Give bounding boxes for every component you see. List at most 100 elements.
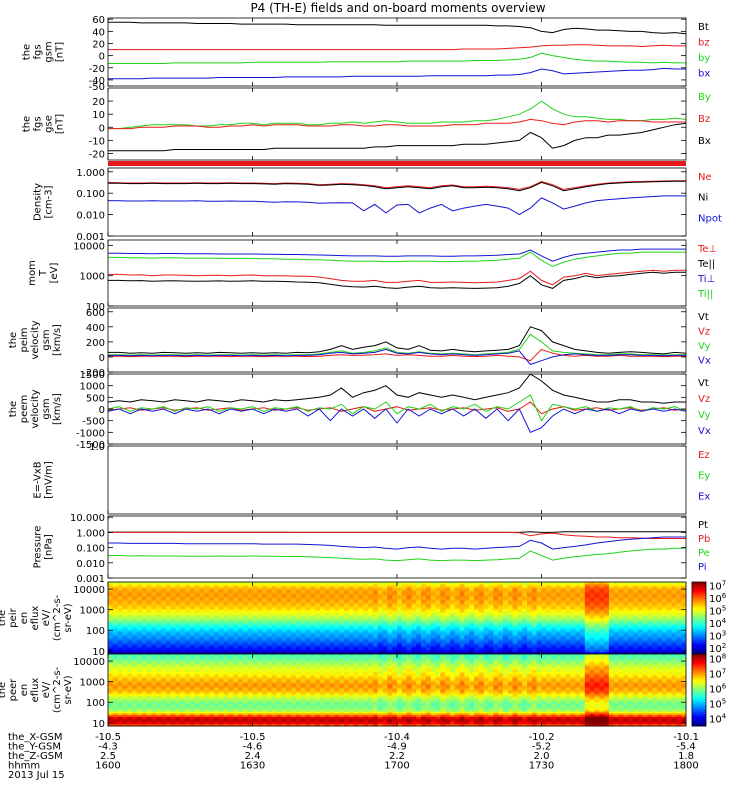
y-tick-label: 0 [99, 405, 105, 416]
xaxis-tick-value: 1730 [529, 761, 554, 772]
ylabel-peer_spec: thepeerenefluxeV/(cm^2-s-sr-eV) [0, 666, 74, 713]
legend-density-0: Ne [698, 172, 712, 183]
legend-fgs_gse-2: Bx [698, 136, 711, 147]
panel-frame [108, 308, 686, 372]
panel-frame [108, 240, 686, 306]
y-tick-label: 0 [99, 123, 105, 134]
panel-frame [108, 168, 686, 236]
y-tick-label: 1500 [80, 370, 105, 381]
cbar-tick-label: 108 [709, 653, 726, 666]
xaxis-tick-value: 1800 [673, 761, 698, 772]
y-tick-label: 20 [92, 40, 105, 51]
legend-density-2: Npot [698, 213, 722, 224]
series-pressure-Pb [108, 532, 686, 538]
y-tick-label: -10 [89, 136, 105, 147]
panel-peer_spec: thepeerenefluxeV/(cm^2-s-sr-eV) [0, 654, 706, 726]
y-tick-label: 1000 [80, 606, 105, 617]
series-pressure-Pe [108, 548, 686, 560]
legend-density-1: Ni [698, 193, 708, 204]
legend-pressure-0: Pt [698, 520, 708, 531]
y-tick-label: 0.010 [76, 559, 105, 570]
y-tick-label: 1.000 [76, 528, 105, 539]
y-tick-label: 1.0 [89, 442, 105, 453]
series-peem_velocity-Vx [108, 409, 686, 432]
y-tick-label: 0.010 [76, 211, 105, 222]
xaxis-tick-value: 1600 [95, 761, 120, 772]
y-tick-label: -20 [89, 64, 105, 75]
legend-fgs_gsm-0: Bt [698, 22, 709, 33]
series-peim_velocity-Vy [108, 334, 686, 355]
legend-pressure-2: Pe [698, 548, 710, 559]
y-tick-label: 10 [92, 110, 105, 121]
y-tick-label: 600 [86, 308, 105, 319]
ylabel-pressure: Pressure[nPa] [33, 526, 55, 569]
y-tick-label: 100 [86, 698, 105, 709]
legend-fgs_gse-1: Bz [698, 114, 710, 125]
ylabel-peir_spec: thepeirenefluxeV/(cm^2-s-sr-eV) [0, 594, 74, 641]
xaxis-tick-value: 1630 [240, 761, 265, 772]
quality-flag-bar [108, 161, 686, 166]
legend-peim_velocity-0: Vt [698, 312, 709, 323]
y-tick-label: -50 [89, 82, 105, 93]
y-tick-label: -1000 [76, 428, 105, 439]
cbar-tick-label: 104 [709, 617, 727, 630]
series-fgs_gsm-by [108, 53, 686, 63]
legend-fgs_gsm-3: bx [698, 69, 710, 80]
y-tick-label: 0 [99, 52, 105, 63]
ylabel-density: Density[cm-3] [33, 183, 55, 221]
y-tick-label: 10000 [73, 241, 105, 252]
y-tick-label: 400 [86, 323, 105, 334]
legend-efield-2: Ex [698, 491, 710, 502]
series-peim_velocity-Vt [108, 327, 686, 354]
panel-frame [108, 516, 686, 578]
panel-efield: E=-VxB[mV/m] [33, 446, 687, 514]
legend-peem_velocity-2: Vy [698, 410, 711, 421]
legend-peem_velocity-0: Vt [698, 378, 709, 389]
legend-fgs_gse-0: By [698, 92, 711, 103]
y-tick-label: 10 [92, 719, 105, 730]
cbar-tick-label: 105 [709, 605, 726, 618]
cbar-tick-label: 106 [709, 592, 727, 605]
legend-fgs_gsm-2: by [698, 53, 710, 64]
panel-peir_spec: thepeirenefluxeV/(cm^2-s-sr-eV) [0, 582, 706, 654]
plot-title: P4 (TH-E) fields and on-board moments ov… [250, 1, 545, 15]
y-tick-label: -500 [82, 417, 105, 428]
y-tick-label: 40 [92, 27, 105, 38]
y-tick-label: 1.000 [76, 168, 105, 179]
panel-peem_velocity: thepeemvelocitygsm[km/s] [8, 374, 686, 444]
panel-peim_velocity: thepeimvelocitygsm[km/s] [8, 308, 686, 372]
legend-pressure-3: Pi [698, 562, 707, 573]
series-peem_velocity-Vz [108, 402, 686, 414]
y-tick-label: -20 [89, 149, 105, 160]
cbar-tick-label: 106 [709, 683, 727, 696]
ylabel-peem_velocity: thepeemvelocitygsm[km/s] [8, 389, 63, 428]
series-fgs_gsm-bz [108, 45, 686, 50]
y-tick-label: 0.001 [76, 574, 105, 585]
y-tick-label: 0.100 [76, 544, 105, 555]
cbar-tick-label: 103 [709, 629, 726, 642]
y-tick-label: 1000 [80, 678, 105, 689]
y-tick-label: 0 [99, 353, 105, 364]
series-fgs_gsm-Bt [108, 22, 686, 34]
panel-temperature: momT[eV] [27, 240, 686, 306]
ylabel-peim_velocity: thepeimvelocitygsm[km/s] [8, 320, 63, 359]
y-tick-label: 10000 [73, 657, 105, 668]
y-tick-label: 10000 [73, 585, 105, 596]
panel-fgs_gsm: thefgsgsm[nT] [22, 18, 687, 86]
cbar-tick-label: 107 [709, 580, 726, 593]
y-tick-label: 1000 [80, 272, 105, 283]
legend-peim_velocity-2: Vy [698, 341, 711, 352]
legend-peem_velocity-1: Vz [698, 394, 710, 405]
ylabel-fgs_gse: thefgsgse[nT] [22, 114, 66, 134]
series-temperature-Te [108, 272, 686, 288]
y-tick-label: 100 [86, 626, 105, 637]
y-tick-label: 10.000 [70, 513, 105, 524]
xaxis-date: 2013 Jul 15 [8, 770, 65, 781]
series-density-Npot [108, 196, 686, 215]
ylabel-temperature: momT[eV] [27, 260, 60, 286]
panel-pressure: Pressure[nPa] [33, 516, 687, 578]
y-tick-label: 1000 [80, 382, 105, 393]
legend-temperature-2: Ti⊥ [697, 274, 715, 285]
